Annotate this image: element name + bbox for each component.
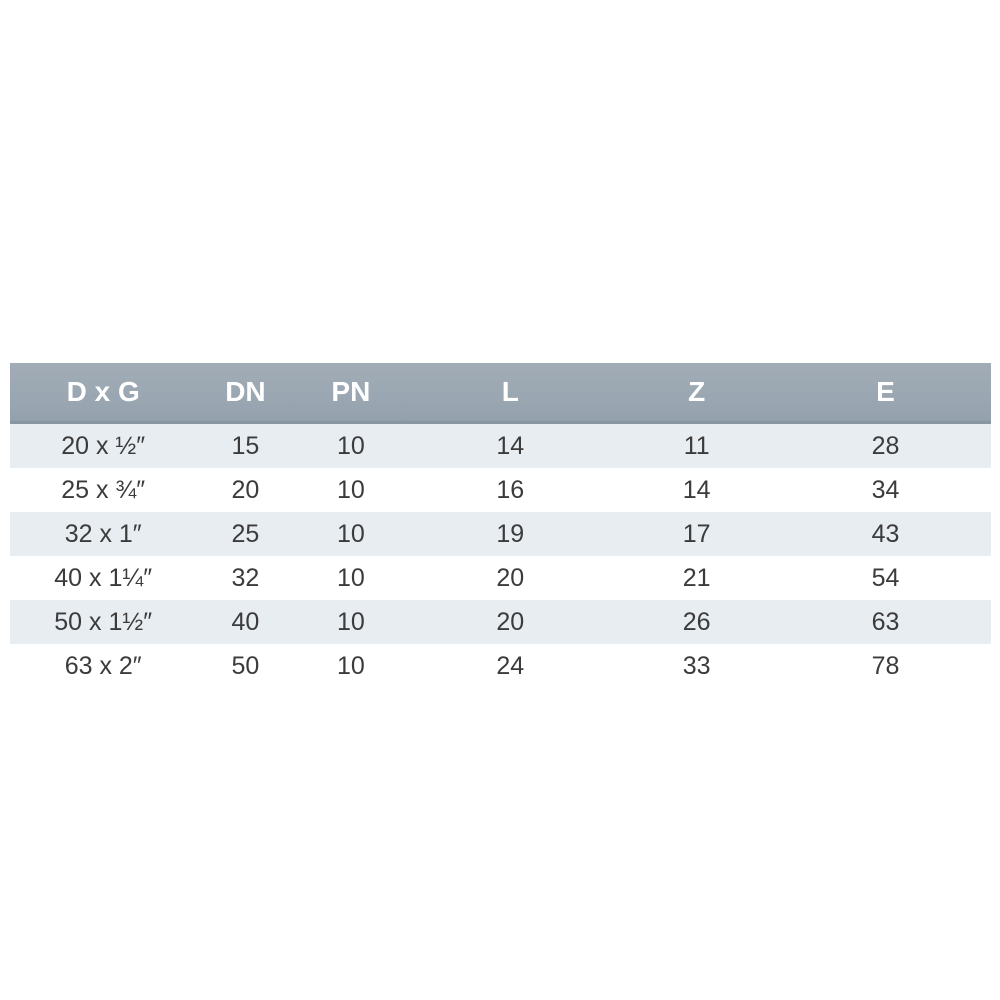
cell-pn: 10 [336,563,365,592]
table-row: 40 x 1¼″ 32 10 20 21 54 [10,556,991,600]
cell-l: 20 [496,607,525,636]
cell-dxg: 25 x ¾″ [61,475,146,504]
cell-pn: 10 [336,519,365,548]
column-header-l: L [407,363,614,424]
column-header-e: E [780,363,991,424]
cell-pn: 10 [336,431,365,460]
table-row: 63 x 2″ 50 10 24 33 78 [10,644,991,688]
cell-pn: 10 [336,607,365,636]
cell-e: 43 [871,519,900,548]
cell-l: 20 [496,563,525,592]
cell-l: 16 [496,475,525,504]
column-header-z: Z [613,363,781,424]
cell-z: 21 [682,563,711,592]
cell-pn: 10 [336,475,365,504]
cell-dn: 32 [231,563,260,592]
cell-z: 11 [683,431,710,460]
cell-dxg: 50 x 1½″ [54,607,153,636]
cell-e: 78 [871,651,900,680]
cell-e: 63 [871,607,900,636]
table-row: 50 x 1½″ 40 10 20 26 63 [10,600,991,644]
cell-dn: 25 [231,519,260,548]
column-header-pn: PN [294,363,408,424]
header-row: D x G DN PN L Z E [10,363,991,424]
cell-l: 19 [496,519,525,548]
cell-dn: 20 [231,475,260,504]
cell-e: 28 [871,431,900,460]
cell-l: 14 [496,431,525,460]
cell-e: 34 [871,475,900,504]
dimensions-table: D x G DN PN L Z E 20 x ½″ 15 10 14 11 28… [10,363,991,688]
cell-pn: 10 [336,651,365,680]
cell-l: 24 [496,651,525,680]
cell-dxg: 40 x 1¼″ [54,563,153,592]
table-row: 20 x ½″ 15 10 14 11 28 [10,422,991,468]
cell-dxg: 63 x 2″ [64,651,142,680]
cell-dn: 40 [231,607,260,636]
column-header-dxg: D x G [10,363,197,424]
cell-z: 33 [682,651,711,680]
cell-dn: 15 [231,431,260,460]
cell-z: 17 [682,519,711,548]
cell-dxg: 32 x 1″ [64,519,142,548]
column-header-dn: DN [196,363,295,424]
cell-dxg: 20 x ½″ [61,431,146,460]
table-row: 25 x ¾″ 20 10 16 14 34 [10,468,991,512]
cell-z: 26 [682,607,711,636]
cell-dn: 50 [231,651,260,680]
cell-z: 14 [682,475,711,504]
cell-e: 54 [871,563,900,592]
table-row: 32 x 1″ 25 10 19 17 43 [10,512,991,556]
